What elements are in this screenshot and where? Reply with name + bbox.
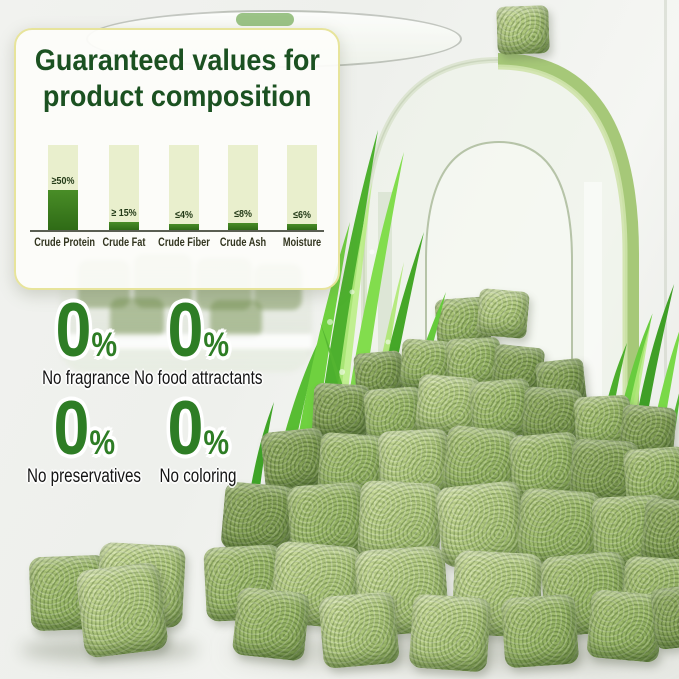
stat-label: No preservatives [26,465,142,487]
stat-no-food-attractants: 0% No food attractants [118,288,278,390]
card-title-line1: Guaranteed values for [34,44,320,77]
stat-no-coloring: 0% No coloring [118,386,278,488]
stat-value: 0% [53,386,115,471]
guaranteed-values-card: Guaranteed values for product compositio… [14,28,340,290]
bar-fill [169,224,199,230]
chart-column: ≥50% Crude Protein [27,145,99,249]
jar-rim [60,334,312,349]
grass-cube [408,593,492,673]
bar-track: ≥50% [48,145,78,230]
card-title-line2: product composition [42,80,312,113]
bar-track: ≤4% [169,145,199,230]
chart-column: ≤8% Crude Ash [207,145,279,249]
chart-column: ≤6% Moisture [266,145,338,249]
jar-body [64,349,308,372]
bar-track: ≤6% [287,145,317,230]
card-title: Guaranteed values for product compositio… [16,43,338,115]
bar-category-label: Crude Fat [102,237,146,249]
bar-fill [48,190,78,230]
bar-fill [228,223,258,230]
bar-track: ≤8% [228,145,258,230]
bar-value-label: ≤4% [175,209,193,221]
grass-cube [311,382,371,439]
bar-fill [109,222,139,230]
wall-seam-line [664,0,667,430]
grass-cube-on-arch [496,5,550,55]
bar-category-label: Crude Ash [219,237,267,249]
bar-track: ≥ 15% [109,145,139,230]
bar-value-label: ≤8% [234,208,252,220]
bar-value-label: ≥50% [51,175,75,187]
can-lid-logo [236,13,294,26]
bar-value-label: ≥ 15% [111,207,137,219]
grass-cube [649,582,679,651]
bar-value-label: ≤6% [293,209,311,221]
grass-cube [476,287,530,340]
stat-no-preservatives: 0% No preservatives [8,386,160,488]
grass-cube [318,590,400,670]
stat-value: 0% [55,288,117,373]
chart-axis-line [30,230,324,232]
bar-category-label: Moisture [282,237,322,249]
arch-rim [497,53,639,472]
stat-value: 0% [167,288,229,373]
jar-cube [210,300,262,338]
stat-label: No food attractants [134,367,263,389]
stat-label: No fragrance [42,367,130,389]
grass-cube [231,586,311,662]
stat-label: No coloring [159,465,237,487]
stat-no-fragrance: 0% No fragrance [16,288,156,390]
bar-category-label: Crude Protein [34,237,96,249]
grass-cube [74,561,170,659]
jar-cube [110,298,164,338]
bar-fill [287,224,317,230]
stat-value: 0% [167,386,229,471]
grass-cube [500,593,580,669]
guaranteed-analysis-chart: ≥50% Crude Protein ≥ 15% Crude Fat ≤4% C… [16,145,338,280]
arch-rim-highlight [497,64,628,472]
bar-category-label: Crude Fiber [158,237,210,249]
chart-column: ≥ 15% Crude Fat [88,145,160,249]
chart-column: ≤4% Crude Fiber [148,145,220,249]
